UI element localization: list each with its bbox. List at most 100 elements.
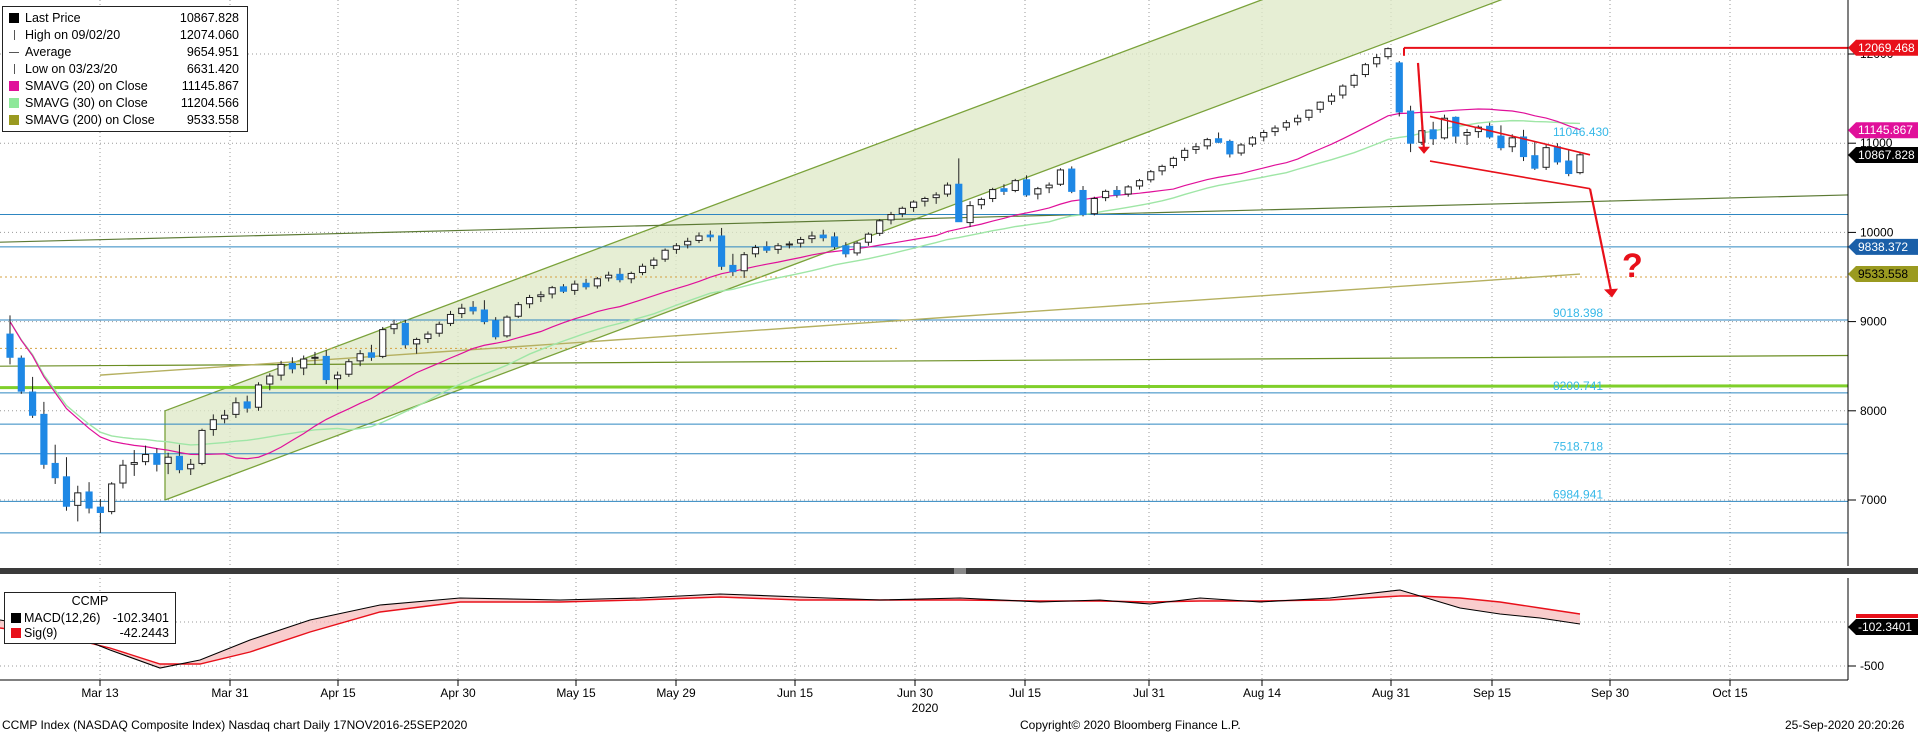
sma-200-line [99, 273, 1581, 376]
candle-body [1113, 189, 1121, 196]
candle-body [390, 323, 398, 330]
candle-body [1102, 190, 1110, 199]
signal-legend-row: Sig(9) -42.2443 [9, 625, 171, 641]
drop-arrow-head [1418, 146, 1430, 154]
legend-swatch [9, 13, 19, 23]
candle-body [29, 391, 37, 416]
candle-body [311, 356, 319, 359]
candle-body [808, 235, 816, 240]
candle-body [1373, 57, 1381, 65]
candle-body [266, 375, 274, 385]
candle-body [842, 245, 850, 255]
footer-security-description: CCMP Index (NASDAQ Composite Index) Nasd… [2, 718, 468, 732]
candle-body [1192, 146, 1200, 150]
candle-body [966, 205, 974, 224]
time-axis-label: Sep 15 [1473, 686, 1511, 700]
candle-body [175, 455, 184, 471]
candle-body [955, 183, 963, 223]
projection-arrow-head [1604, 288, 1618, 298]
candle-body [989, 189, 997, 200]
candle-body [1576, 154, 1584, 174]
candle-body [187, 463, 195, 470]
candle-body [1395, 62, 1403, 113]
time-axis-label: Apr 15 [320, 686, 356, 700]
candle-body [1508, 137, 1516, 148]
time-axis-label: Jul 31 [1133, 686, 1165, 700]
macd-label: MACD(12,26) [24, 611, 101, 625]
candle-body [763, 246, 771, 251]
price-tag-bg [1848, 266, 1918, 283]
candle-body [740, 254, 748, 272]
candle-body [96, 506, 104, 513]
legend-value: 6631.420 [186, 62, 239, 76]
time-axis-label: Mar 31 [211, 686, 249, 700]
legend-value: 11145.867 [181, 79, 239, 93]
price-tag-label: 9838.372 [1858, 240, 1908, 254]
candle-body [401, 322, 409, 346]
time-axis-label: May 15 [556, 686, 596, 700]
panel-separator-grip-icon [954, 568, 966, 574]
candle-body [605, 274, 613, 279]
candle-body [1519, 136, 1528, 158]
support-line-upper [0, 194, 1849, 243]
legend-row: SMAVG (200) on Close 9533.558 [7, 112, 243, 128]
candle-body [1361, 64, 1369, 76]
candle-body [977, 198, 985, 206]
signal-value: -42.2443 [119, 626, 169, 640]
candle-body [1011, 180, 1019, 191]
candle-body [469, 306, 477, 312]
candle-body [17, 357, 25, 392]
price-axis-label: 10000 [1860, 225, 1894, 239]
candle-body [1147, 171, 1155, 181]
price-tag-bg [1848, 146, 1918, 163]
candle-body [480, 309, 488, 323]
macd-signal-fill [0, 590, 1580, 668]
legend-row: SMAVG (30) on Close 11204.566 [7, 95, 243, 111]
legend-row: SMAVG (20) on Close 11145.867 [7, 78, 243, 94]
time-axis-label: Jul 15 [1009, 686, 1041, 700]
candle-body [1327, 95, 1336, 102]
candle-body [74, 492, 82, 506]
candle-body [1553, 146, 1561, 163]
candle-body [108, 483, 116, 513]
legend-marker-icon [14, 30, 15, 40]
legend-value: 12074.060 [179, 28, 239, 42]
candle-body [413, 338, 421, 345]
candle-body [1294, 117, 1302, 123]
candle-body [1565, 160, 1573, 175]
macd-legend: CCMP MACD(12,26) -102.3401 Sig(9) -42.24… [4, 592, 176, 644]
price-tag-bg [1848, 238, 1918, 255]
candle-body [853, 242, 861, 254]
support-line-bold [0, 384, 1849, 390]
legend-row: Low on 03/23/20 6631.420 [7, 61, 243, 77]
price-tag-label: 9533.558 [1858, 267, 1908, 281]
legend-swatch [9, 98, 19, 108]
macd-swatch [11, 613, 21, 623]
candle-body [774, 245, 782, 250]
retracement-label: 6984.941 [1553, 487, 1603, 501]
candle-body [1282, 122, 1290, 128]
candle-body [288, 363, 296, 370]
candle-body [650, 259, 658, 266]
signal-tag-bg [1856, 614, 1918, 618]
candle-body [1169, 157, 1177, 166]
candle-body [593, 278, 601, 287]
candle-body [661, 249, 669, 260]
candle-body [910, 201, 918, 208]
candle-body [40, 413, 48, 465]
question-mark-annotation: ? [1622, 247, 1643, 285]
candle-body [1203, 139, 1211, 147]
candle-body [492, 320, 500, 338]
time-axis-label: Jun 15 [777, 686, 813, 700]
candle-body [751, 247, 760, 255]
time-axis-label: Apr 30 [440, 686, 476, 700]
legend-label: Low on 03/23/20 [25, 62, 118, 76]
projection-arrow-line [1588, 188, 1614, 296]
candle-body [1271, 127, 1279, 133]
footer-timestamp: 25-Sep-2020 20:20:26 [1785, 718, 1905, 732]
legend-value: 9533.558 [186, 113, 239, 127]
candle-body [898, 207, 906, 215]
candle-body [243, 401, 251, 409]
time-axis-label: May 29 [656, 686, 696, 700]
